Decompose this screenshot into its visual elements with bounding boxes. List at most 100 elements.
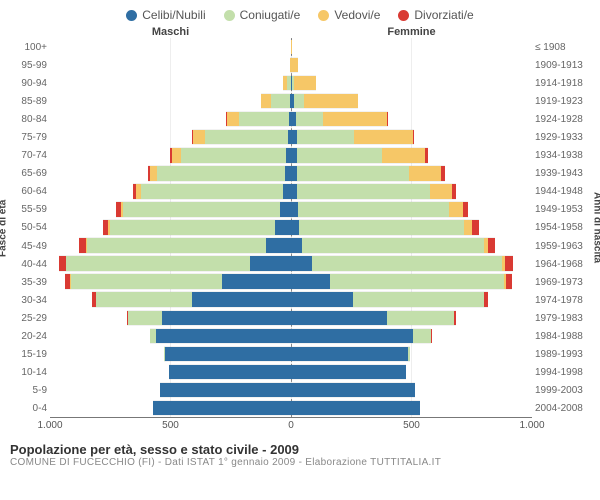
bar-segment <box>162 311 291 325</box>
birth-year-label: 1959-1963 <box>535 237 583 255</box>
birth-year-axis: ≤ 19081909-19131914-19181919-19231924-19… <box>532 38 594 418</box>
legend-item: Coniugati/e <box>224 8 301 22</box>
birth-year-label: 1914-1918 <box>535 74 583 92</box>
legend-item: Divorziati/e <box>398 8 473 22</box>
legend-swatch <box>318 10 329 21</box>
age-label: 70-74 <box>21 147 47 165</box>
bar-segment <box>291 347 408 361</box>
male-side <box>50 399 291 417</box>
bar <box>127 310 291 326</box>
pyramid-row <box>50 200 532 218</box>
female-side <box>291 146 532 164</box>
bar-segment <box>275 220 291 234</box>
male-side <box>50 182 291 200</box>
bar <box>92 291 291 307</box>
age-label: 55-59 <box>21 201 47 219</box>
birth-year-label: 1999-2003 <box>535 382 583 400</box>
birth-year-label: 1924-1928 <box>535 110 583 128</box>
bar <box>291 129 414 145</box>
bar-segment <box>283 184 291 198</box>
age-label: 100+ <box>24 38 47 56</box>
legend-label: Coniugati/e <box>240 8 301 22</box>
bar-segment <box>294 94 303 108</box>
age-label: 30-34 <box>21 291 47 309</box>
column-headers: Maschi Femmine <box>0 26 600 38</box>
bar <box>291 165 445 181</box>
male-side <box>50 200 291 218</box>
male-side <box>50 218 291 236</box>
x-tick: 0 <box>288 420 294 431</box>
bar <box>79 237 291 253</box>
bar-segment <box>484 292 488 306</box>
bar-segment <box>71 274 222 288</box>
left-axis-title: Fasce di età <box>0 38 6 418</box>
bar <box>291 255 513 271</box>
right-axis-title: Anni di nascita <box>594 38 600 418</box>
bar-segment <box>291 58 298 72</box>
x-tick: 500 <box>162 420 179 431</box>
bar-segment <box>506 274 512 288</box>
pyramid-row <box>50 56 532 74</box>
birth-year-label: 1919-1923 <box>535 92 583 110</box>
pyramid-row <box>50 110 532 128</box>
bar <box>291 382 415 398</box>
birth-year-label: 1964-1968 <box>535 255 583 273</box>
bar <box>291 364 406 380</box>
legend-label: Vedovi/e <box>334 8 380 22</box>
birth-year-label: 1929-1933 <box>535 128 583 146</box>
bar-segment <box>271 94 289 108</box>
bar-segment <box>141 184 283 198</box>
birth-year-label: 1934-1938 <box>535 147 583 165</box>
bar <box>291 237 495 253</box>
bar <box>103 219 291 235</box>
bar-segment <box>291 256 312 270</box>
bar-segment <box>66 256 250 270</box>
bar-segment <box>291 274 330 288</box>
bar-segment <box>297 166 409 180</box>
bar-segment <box>291 383 415 397</box>
bar-segment <box>181 148 287 162</box>
bar-segment <box>156 329 291 343</box>
bar <box>291 93 358 109</box>
bar-segment <box>353 292 484 306</box>
bar <box>192 129 291 145</box>
bar-segment <box>96 292 192 306</box>
bar-segment <box>291 401 420 415</box>
female-side <box>291 255 532 273</box>
legend-item: Celibi/Nubili <box>126 8 205 22</box>
male-side <box>50 164 291 182</box>
bar <box>291 273 512 289</box>
x-tick: 1.000 <box>519 420 544 431</box>
bar-segment <box>222 274 291 288</box>
bar-segment <box>302 238 483 252</box>
bar <box>291 39 292 55</box>
pyramid-row <box>50 327 532 345</box>
bar-segment <box>280 202 291 216</box>
age-label: 95-99 <box>21 56 47 74</box>
bar-segment <box>430 184 452 198</box>
age-label: 10-14 <box>21 364 47 382</box>
female-header: Femmine <box>291 26 532 38</box>
pyramid-row <box>50 255 532 273</box>
age-label: 40-44 <box>21 255 47 273</box>
age-label: 80-84 <box>21 110 47 128</box>
bar-segment <box>409 166 441 180</box>
bar-segment <box>266 238 291 252</box>
x-tick: 500 <box>403 420 420 431</box>
pyramid-row <box>50 92 532 110</box>
bar <box>150 328 291 344</box>
bar-segment <box>382 148 426 162</box>
bar <box>291 328 431 344</box>
bar-segment <box>291 238 302 252</box>
pyramid-row <box>50 182 532 200</box>
pyramid-row <box>50 164 532 182</box>
pyramid-row <box>50 345 532 363</box>
bar-segment <box>452 184 456 198</box>
age-axis: 100+95-9990-9485-8980-8475-7970-7465-696… <box>6 38 50 418</box>
bar-segment <box>291 329 413 343</box>
bar <box>116 201 291 217</box>
legend-swatch <box>224 10 235 21</box>
age-label: 90-94 <box>21 74 47 92</box>
bar <box>160 382 291 398</box>
female-side <box>291 182 532 200</box>
